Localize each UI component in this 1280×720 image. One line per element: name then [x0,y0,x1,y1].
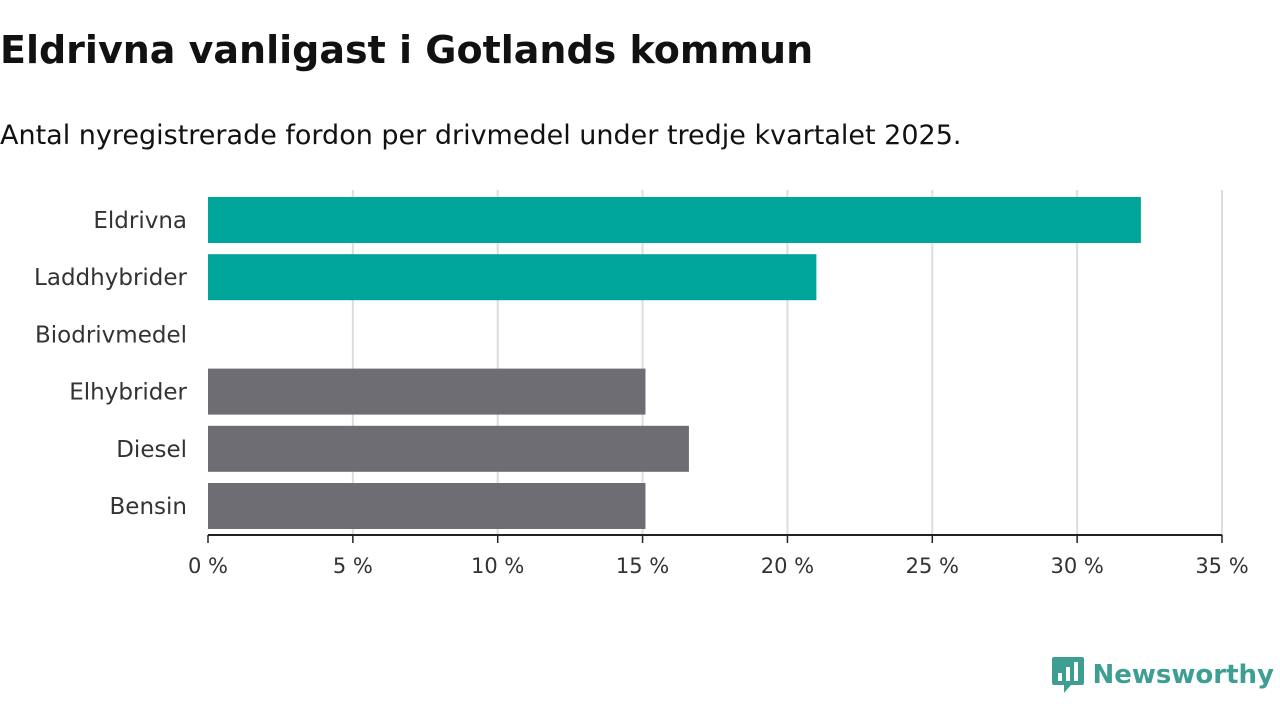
category-label: Elhybrider [69,380,187,406]
bars [208,197,1141,529]
category-label: Diesel [116,437,187,463]
category-label: Laddhybrider [34,265,187,291]
newsworthy-logo: Newsworthy [1051,655,1274,695]
category-labels: Eldrivna Laddhybrider Biodrivmedel Elhybrid… [34,208,187,520]
x-axis: 0 % 5 % 10 % 15 % 20 % 25 % 30 % 35 % [188,534,1249,578]
x-tick-label: 30 % [1050,554,1103,578]
x-tick-label: 35 % [1195,554,1248,578]
bar-diesel [208,425,689,472]
x-tick-label: 10 % [471,554,524,578]
x-tick-label: 0 % [188,554,228,578]
category-label: Eldrivna [93,208,187,234]
x-tick-label: 25 % [906,554,959,578]
bar-bensin [208,483,646,529]
chart-subtitle: Antal nyregistrerade fordon per drivmede… [0,120,962,151]
category-label: Bensin [110,494,187,520]
category-label: Biodrivmedel [35,322,187,348]
bar-laddhybrider [208,254,817,301]
x-tick-label: 5 % [333,554,373,578]
x-tick-label: 15 % [616,554,669,578]
newsworthy-logo-icon [1051,657,1084,693]
newsworthy-logo-text: Newsworthy [1092,660,1274,690]
gridlines [351,190,1223,535]
bar-chart: Eldrivna Laddhybrider Biodrivmedel Elhybrid… [34,190,1249,578]
chart-title: Eldrivna vanligast i Gotlands kommun [0,28,814,72]
x-tick-label: 20 % [761,554,814,578]
bar-elhybrider [208,368,646,415]
bar-eldrivna [208,197,1141,243]
